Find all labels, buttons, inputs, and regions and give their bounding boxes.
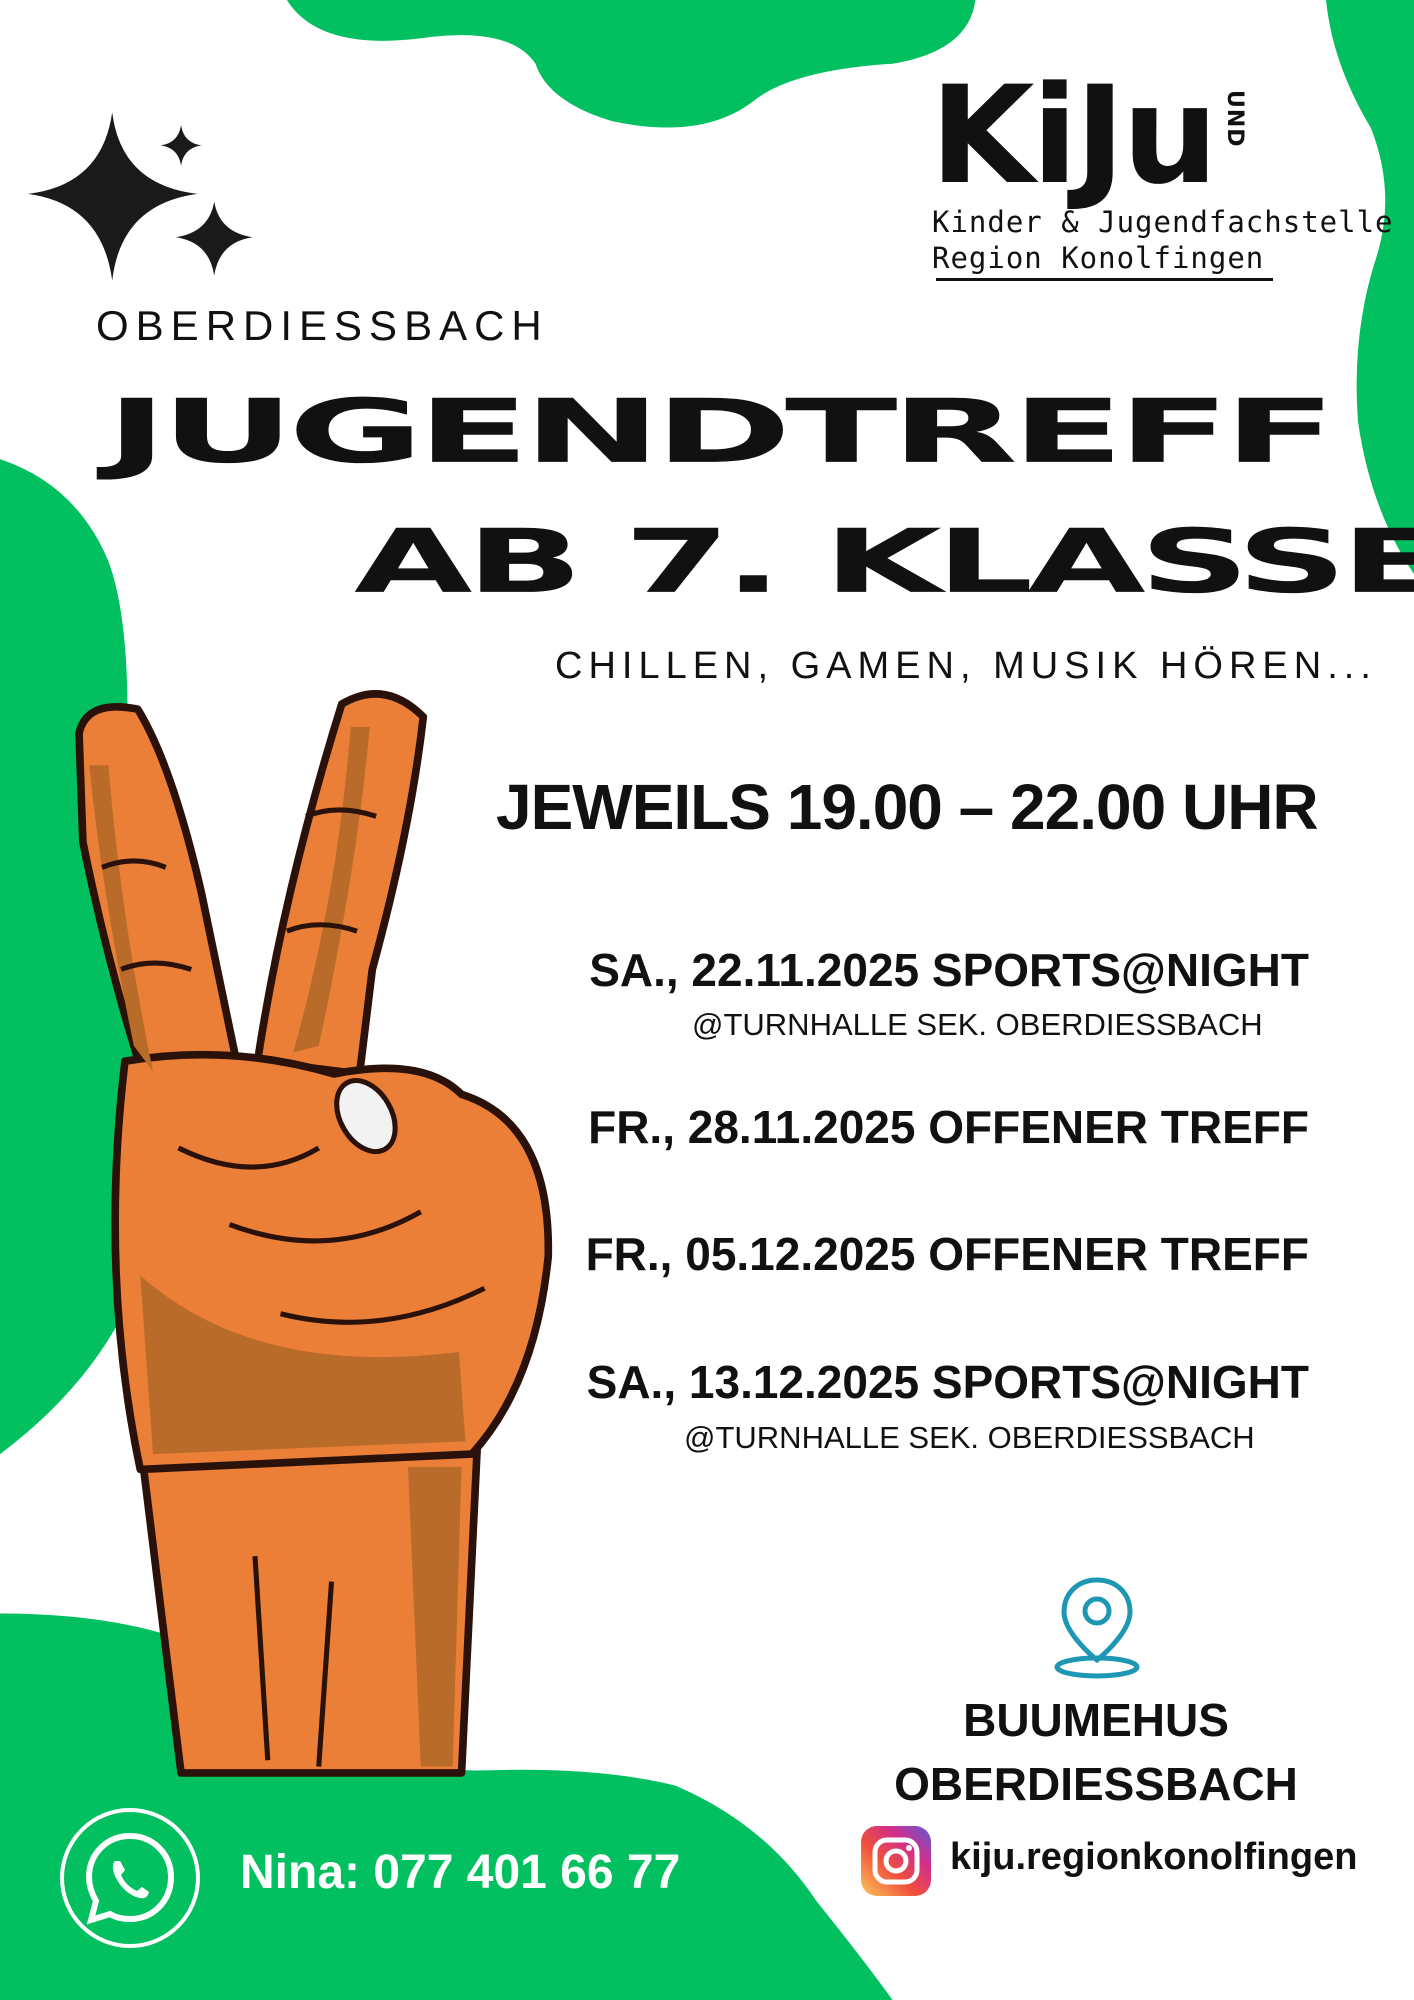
peace-hand-illustration <box>75 690 553 1777</box>
logo-line-2: Region Konolfingen <box>932 241 1265 275</box>
whatsapp-icon[interactable] <box>58 1806 202 1950</box>
event-location: @TURNHALLE SEK. OBERDIESSBACH <box>692 1007 1263 1042</box>
venue-line-2: OBERDIESSBACH <box>894 1758 1298 1810</box>
headline-jugendtreff: JUGENDTREFF <box>106 380 1336 484</box>
event-title: SA., 13.12.2025 SPORTS@NIGHT <box>586 1356 1309 1408</box>
event-title: FR., 28.11.2025 OFFENER TREFF <box>588 1101 1309 1153</box>
logo-line-1: Kinder & Jugendfachstelle <box>932 205 1394 239</box>
map-pin-icon <box>1054 1577 1140 1679</box>
instagram-icon[interactable] <box>861 1826 931 1896</box>
green-blob-left <box>0 459 208 1455</box>
headline-klasse: AB 7. KLASSE <box>354 510 1414 614</box>
tagline: CHILLEN, GAMEN, MUSIK HÖREN... <box>555 645 1377 687</box>
venue-line-1: BUUMEHUS <box>963 1694 1229 1746</box>
green-blob-right <box>1326 0 1414 574</box>
instagram-handle[interactable]: kiju.regionkonolfingen <box>950 1836 1358 1878</box>
logo-underline <box>936 278 1273 281</box>
kiju-logo-mark: KiJu UND <box>930 57 1248 214</box>
event-location: @TURNHALLE SEK. OBERDIESSBACH <box>684 1420 1255 1455</box>
venue-name: BUUMEHUS OBERDIESSBACH <box>880 1688 1312 1816</box>
event-title: FR., 05.12.2025 OFFENER TREFF <box>585 1228 1309 1280</box>
event-title: SA., 22.11.2025 SPORTS@NIGHT <box>589 944 1309 996</box>
kiju-logo-subtitle: Kinder & Jugendfachstelle Region Konolfi… <box>932 204 1394 276</box>
sparkle-icon <box>28 112 253 281</box>
whatsapp-contact[interactable]: Nina: 077 401 66 77 <box>240 1846 681 1899</box>
green-blob-top <box>286 0 976 128</box>
town-label: OBERDIESSBACH <box>96 302 549 349</box>
kiju-logo: KiJu <box>930 57 1218 214</box>
kiju-logo-und: UND <box>1222 90 1248 148</box>
time-info: JEWEILS 19.00 – 22.00 UHR <box>496 771 1319 843</box>
